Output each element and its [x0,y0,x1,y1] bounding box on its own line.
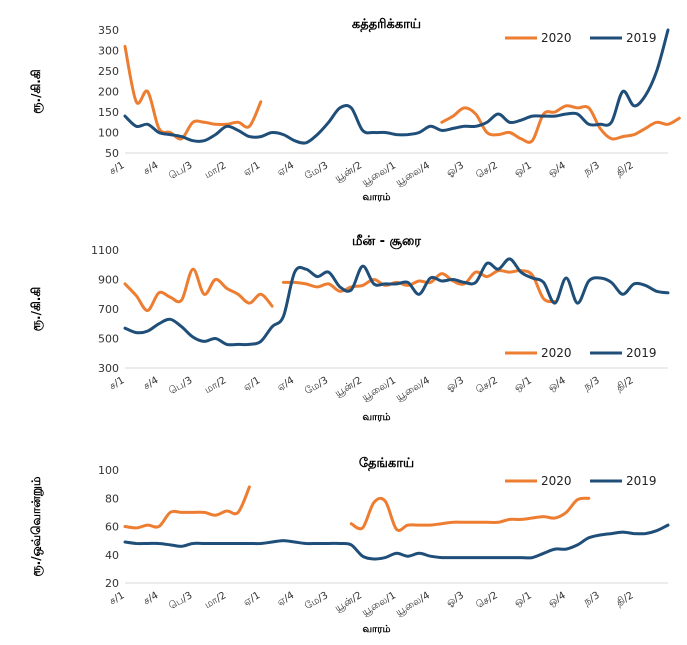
y-tick-label: 40 [105,549,119,562]
y-tick-label: 250 [98,65,119,78]
x-tick-label: ச/1 [108,590,127,607]
y-tick-label: 350 [98,24,119,37]
legend-label: 2020 [541,474,572,488]
chart-title: மீன் - சூரை [352,233,421,249]
x-tick-label: ஏ/1 [242,375,263,393]
series-line-2019 [123,523,670,561]
x-tick-label: ஏ/4 [276,590,297,608]
x-tick-label: தி/2 [615,375,636,393]
y-tick-label: 50 [105,147,119,160]
y-tick-label: 100 [98,464,119,477]
x-tick-label: மே/3 [303,375,330,397]
x-tick-label: பெ/3 [167,590,194,612]
x-tick-label: யூலை/1 [360,160,398,188]
x-tick-label: ச/1 [108,160,127,177]
series-line-2020 [123,485,251,530]
x-tick-label: செ/2 [474,590,499,611]
y-tick-label: 20 [105,577,119,590]
series-line-2019 [123,257,670,347]
x-tick-label: யூலை/1 [360,590,398,618]
x-tick-label: ஒ/1 [513,160,534,179]
y-tick-label: 900 [98,274,119,287]
x-tick-label: ஒ/4 [546,160,567,179]
x-tick-label: ஏ/1 [242,160,263,178]
x-tick-label: ச/4 [142,160,161,177]
x-tick-label: யூலை/4 [394,160,432,188]
x-tick-label: ஒ/4 [546,590,567,609]
x-tick-label: ஓ/3 [445,590,466,609]
y-tick-label: 60 [105,521,119,534]
x-tick-label: யூன்/2 [333,160,364,184]
legend-label: 2019 [626,31,657,45]
series-line-2020 [123,267,274,312]
series-line-2020 [281,268,557,304]
x-tick-label: யூலை/4 [394,590,432,618]
x-tick-label: ஏ/4 [276,375,297,393]
legend-label: 2020 [541,31,572,45]
x-tick-label: ஒ/1 [513,590,534,609]
series-line-2020 [349,496,591,532]
series-line-2020 [123,44,263,141]
x-tick-label: மே/3 [303,160,330,182]
x-tick-label: யூன்/2 [333,590,364,614]
x-tick-label: பெ/3 [167,375,194,397]
x-tick-label: தி/2 [615,160,636,178]
x-tick-label: ஏ/4 [276,160,297,178]
chart-title: கத்தரிக்காய் [352,17,421,32]
x-tick-label: மா/2 [203,160,228,181]
x-tick-label: யூலை/4 [394,375,432,403]
x-tick-label: மா/2 [203,375,228,396]
x-tick-label: ஓ/3 [445,160,466,179]
x-tick-label: ச/4 [142,590,161,607]
series-line-2020 [440,104,681,144]
x-tick-label: யூன்/2 [333,375,364,399]
x-tick-label: தி/2 [615,590,636,608]
legend-label: 2020 [541,346,572,360]
x-tick-label: மே/3 [303,590,330,612]
y-tick-label: 200 [98,86,119,99]
x-tick-label: ச/4 [142,375,161,392]
chart-title: தேங்காய் [359,456,414,471]
x-tick-label: பெ/3 [167,160,194,182]
y-axis-label: ரூ./கி.கி [29,69,44,113]
series-line-2019 [123,28,670,145]
y-tick-label: 100 [98,127,119,140]
x-tick-label: செ/2 [474,375,499,396]
legend-label: 2019 [626,346,657,360]
y-tick-label: 300 [98,362,119,375]
y-tick-label: 500 [98,333,119,346]
y-axis-label: ரூ./கி.கி [29,287,44,331]
y-tick-label: 300 [98,45,119,58]
x-tick-label: ந/3 [582,375,601,393]
legend-label: 2019 [626,474,657,488]
x-tick-label: செ/2 [474,160,499,181]
y-axis-label: ரூ./ஒவ்வொன்றும் [29,476,44,576]
x-tick-label: ஏ/1 [242,590,263,608]
x-tick-label: ஒ/1 [513,375,534,394]
x-axis-label: வாரம் [362,412,390,423]
x-tick-label: ந/3 [582,590,601,608]
x-tick-label: ந/3 [582,160,601,178]
x-tick-label: ஒ/4 [546,375,567,394]
x-tick-label: ச/1 [108,375,127,392]
y-tick-label: 700 [98,303,119,316]
y-tick-label: 1100 [91,244,119,257]
x-tick-label: மா/2 [203,590,228,611]
x-tick-label: யூலை/1 [360,375,398,403]
x-axis-label: வாரம் [362,624,390,635]
y-tick-label: 80 [105,492,119,505]
y-tick-label: 150 [98,106,119,119]
x-tick-label: ஓ/3 [445,375,466,394]
x-axis-label: வாரம் [362,192,390,203]
